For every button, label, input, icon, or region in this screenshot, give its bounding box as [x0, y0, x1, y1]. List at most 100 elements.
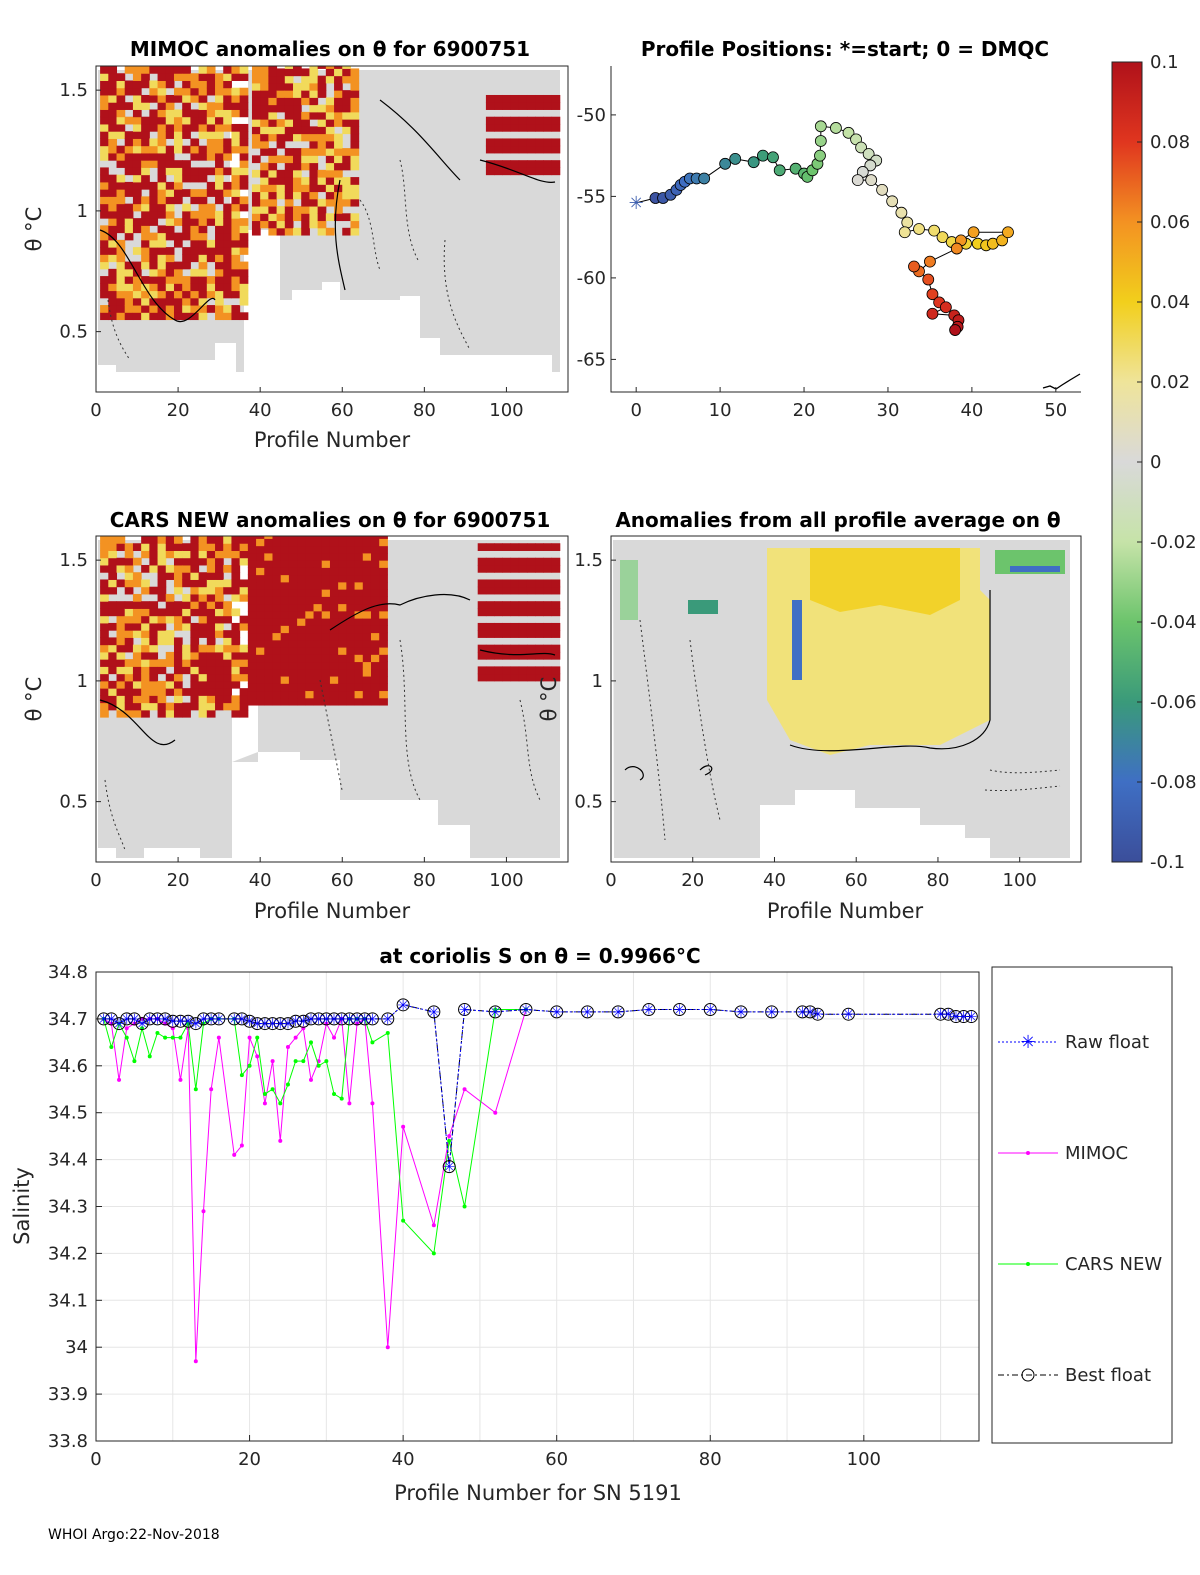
anomaly-cell	[157, 283, 167, 292]
anomaly-cell	[141, 536, 150, 544]
anomaly-cell	[223, 203, 232, 212]
anomaly-cell	[297, 610, 306, 619]
anomaly-cell	[239, 550, 249, 559]
anomaly-cell	[141, 225, 150, 234]
anomaly-cell	[149, 116, 159, 125]
anomaly-cell	[284, 169, 294, 178]
positions-x-ticks: 0 10 20 30 40 50	[630, 387, 1067, 421]
legend-cars-label: CARS NEW	[1065, 1254, 1162, 1275]
anomaly-cell	[317, 104, 327, 113]
anomaly-cell	[100, 225, 109, 234]
anomaly-cell	[379, 552, 388, 561]
legend-entry-cars-new: CARS NEW	[998, 1254, 1162, 1275]
anomaly-cell	[239, 102, 249, 110]
point-cars-new	[255, 1035, 260, 1040]
anomaly-cell	[247, 603, 257, 612]
anomaly-cell	[100, 666, 109, 675]
anomaly-cell	[260, 169, 269, 178]
anomaly-cell	[157, 196, 167, 205]
anomaly-cell	[551, 564, 561, 573]
profile-position	[949, 324, 962, 336]
anomaly-cell	[157, 181, 167, 190]
anomaly-cell	[198, 66, 208, 74]
anomaly-cell	[165, 268, 175, 277]
anomaly-cell	[502, 630, 512, 638]
anomaly-cell	[124, 116, 134, 125]
anomaly-cell	[256, 697, 265, 706]
anomaly-cell	[297, 625, 306, 634]
anomaly-cell	[149, 666, 159, 675]
anomaly-cell	[198, 189, 208, 197]
anomaly-cell	[124, 138, 134, 147]
anomaly-cell	[173, 232, 183, 241]
anomaly-cell	[198, 232, 208, 241]
anomaly-cell	[198, 673, 208, 682]
anomaly-cell	[502, 651, 512, 660]
average-xtick-label: 0	[605, 870, 616, 891]
anomaly-cell	[231, 145, 241, 154]
point-mimoc	[431, 1223, 436, 1228]
average-xtick-label: 80	[927, 870, 950, 891]
anomaly-cell	[354, 618, 364, 626]
anomaly-cell	[149, 181, 159, 190]
anomaly-cell	[198, 709, 208, 718]
point-mimoc	[239, 1143, 244, 1148]
anomaly-cell	[149, 276, 159, 284]
anomaly-cell	[301, 213, 310, 222]
anomaly-cell	[272, 610, 282, 619]
anomaly-cell	[526, 673, 536, 682]
anomaly-cell	[223, 232, 232, 241]
anomaly-cell	[100, 702, 109, 711]
cars-title: CARS NEW anomalies on θ for 6900751	[110, 508, 551, 532]
anomaly-cell	[190, 145, 200, 154]
anomaly-cell	[157, 297, 167, 306]
anomaly-cell	[215, 615, 224, 624]
anomaly-cell	[173, 564, 183, 573]
anomaly-cell	[268, 155, 278, 164]
anomaly-cell	[325, 155, 335, 164]
anomaly-cell	[317, 206, 327, 214]
anomaly-cell	[141, 709, 150, 718]
anomaly-cell	[342, 68, 351, 77]
anomaly-cell	[317, 66, 327, 69]
anomaly-cell	[362, 538, 372, 547]
anomaly-cell	[477, 557, 487, 566]
anomaly-cell	[190, 680, 200, 689]
anomaly-cell	[321, 610, 331, 619]
anomaly-cell	[215, 131, 224, 139]
anomaly-cell	[350, 104, 360, 113]
anomaly-cell	[215, 167, 224, 176]
anomaly-cell	[329, 654, 339, 663]
anomaly-cell	[239, 695, 249, 704]
anomaly-cell	[132, 247, 142, 255]
point-best-float	[365, 1012, 379, 1026]
anomaly-cell	[251, 104, 261, 113]
anomaly-cell	[518, 622, 528, 631]
anomaly-cell	[313, 596, 323, 605]
colorbar-tick-label: -0.02	[1150, 532, 1197, 553]
anomaly-cell	[190, 557, 200, 566]
anomaly-cell	[206, 283, 216, 292]
anomaly-cell	[231, 557, 241, 566]
anomaly-cell	[223, 268, 232, 277]
anomaly-cell	[141, 80, 150, 89]
anomaly-cell	[297, 603, 306, 612]
point-raw-float: ✳	[136, 1017, 148, 1033]
anomaly-cell	[346, 545, 356, 554]
anomaly-cell	[165, 297, 175, 306]
point-raw-float: ✳	[942, 1007, 954, 1023]
anomaly-cell	[198, 695, 208, 704]
anomaly-cell	[502, 622, 512, 631]
colorbar-tick-label: 0.08	[1150, 132, 1190, 153]
anomaly-cell	[502, 608, 512, 617]
anomaly-cell	[239, 239, 249, 248]
anomaly-cell	[551, 145, 561, 154]
anomaly-cell	[206, 305, 216, 313]
point-raw-float: ✳	[144, 1012, 156, 1028]
anomaly-cell	[301, 220, 310, 229]
anomaly-cell	[132, 102, 142, 110]
anomaly-cell	[223, 283, 232, 292]
point-raw-float: ✳	[236, 1012, 248, 1028]
anomaly-cell	[116, 608, 126, 617]
anomaly-cell	[165, 615, 175, 624]
